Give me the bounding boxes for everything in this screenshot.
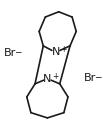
Text: +: + (52, 72, 58, 81)
Text: Br: Br (4, 48, 16, 58)
Text: −: − (14, 47, 22, 56)
Text: N: N (43, 74, 52, 84)
Text: +: + (60, 45, 67, 54)
Text: N: N (51, 47, 60, 57)
Text: −: − (94, 72, 101, 81)
Text: Br: Br (84, 73, 96, 83)
